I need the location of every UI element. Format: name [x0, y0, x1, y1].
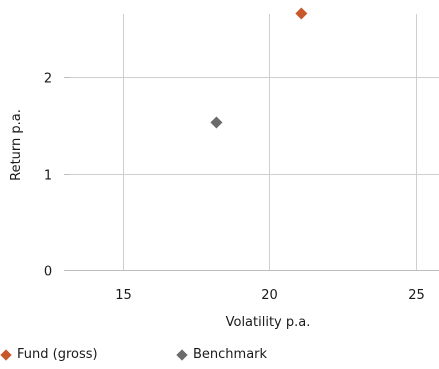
data-points: [210, 7, 308, 129]
y-axis-title: Return p.a.: [9, 109, 24, 181]
y-tick-label: 2: [44, 72, 52, 87]
tick-labels: 15 20 25 0 1 2: [44, 72, 425, 304]
x-tick-label: 15: [115, 288, 132, 303]
legend: Fund (gross) Benchmark: [0, 347, 439, 367]
legend-swatch-benchmark: [176, 348, 188, 361]
legend-item-benchmark: Benchmark: [176, 347, 267, 362]
data-point-fund: [295, 7, 308, 20]
gridlines: [70, 14, 439, 270]
legend-swatch-fund: [0, 348, 12, 361]
x-tick-label: 20: [261, 288, 278, 303]
x-tick-label: 25: [408, 288, 425, 303]
axes: [64, 77, 439, 271]
y-tick-label: 0: [44, 265, 52, 280]
x-axis-title: Volatility p.a.: [226, 315, 311, 330]
legend-item-fund: Fund (gross): [0, 347, 98, 362]
y-tick-label: 1: [44, 169, 52, 184]
legend-label-benchmark: Benchmark: [193, 347, 268, 362]
data-point-benchmark: [210, 116, 223, 129]
legend-label-fund: Fund (gross): [17, 347, 98, 362]
